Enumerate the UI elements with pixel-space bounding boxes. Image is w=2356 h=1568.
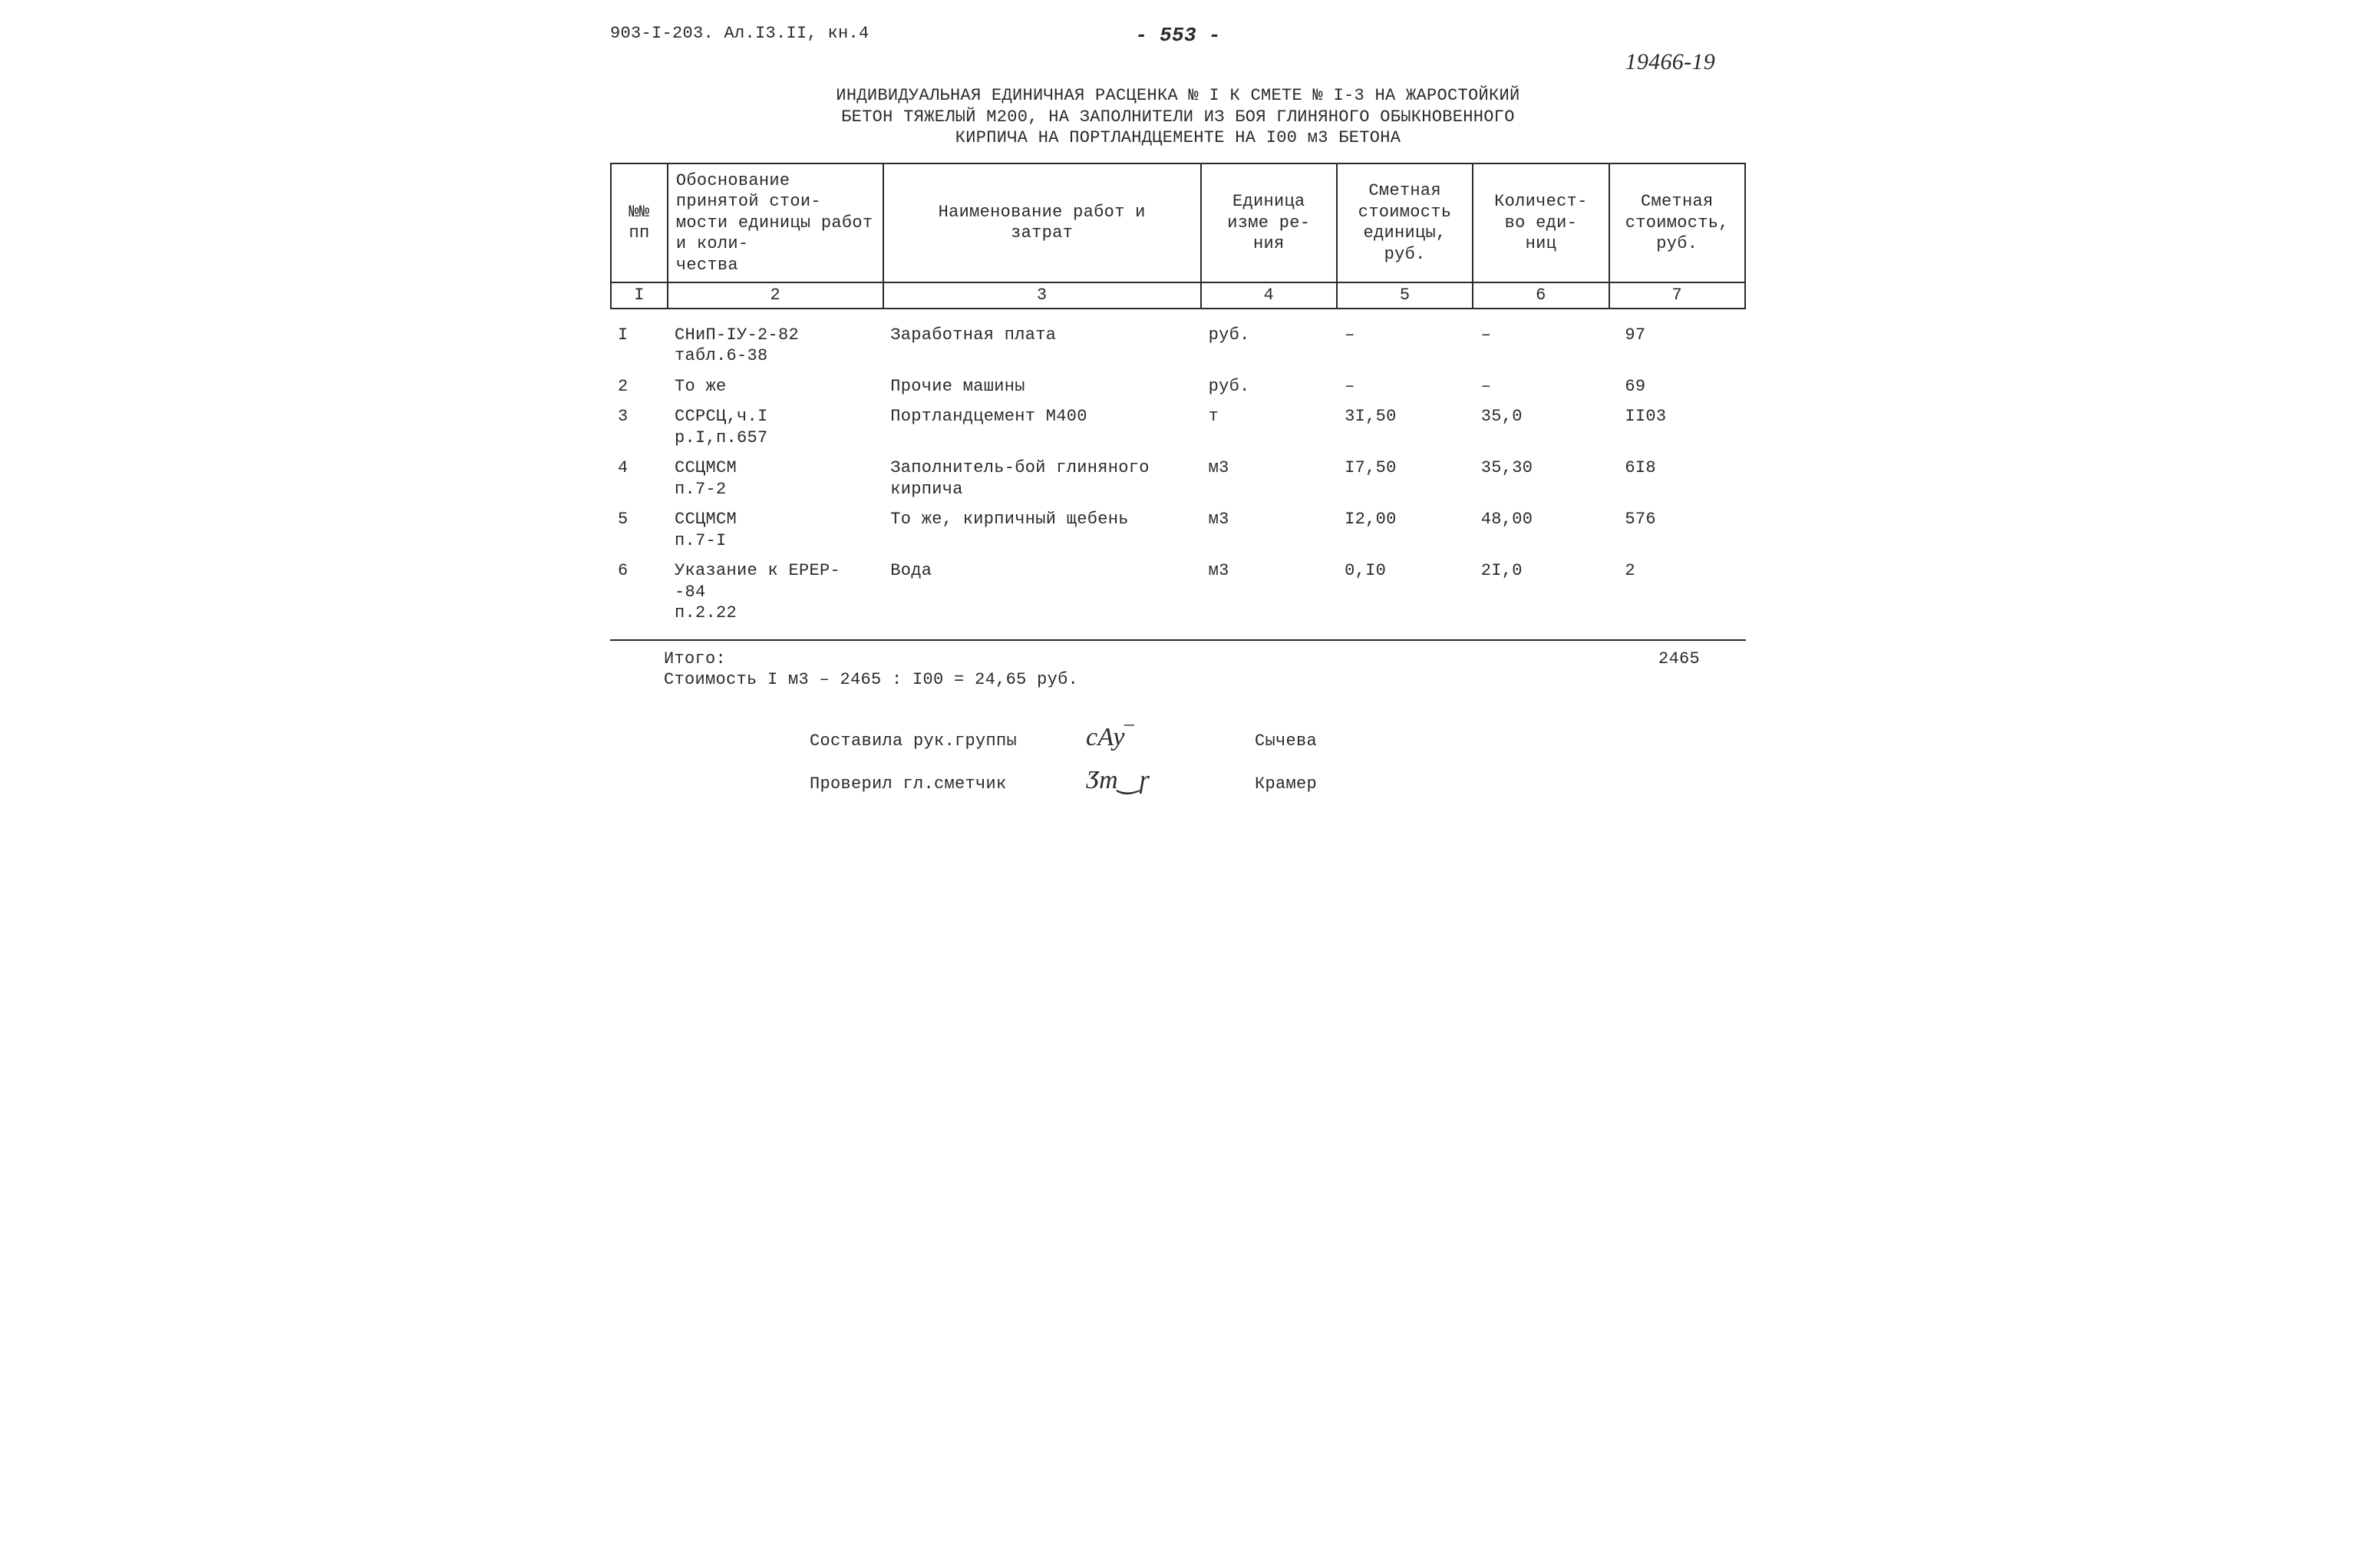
col-number: 4 (1201, 282, 1337, 309)
signature-mark: Ӡm‿ɼ (1086, 764, 1239, 797)
col-header: Количест- во еди- ниц (1473, 163, 1609, 283)
cell: ССЦМСМ п.7-I (667, 504, 883, 556)
data-table: IСНиП-IУ-2-82 табл.6-38Заработная платар… (610, 320, 1746, 629)
cell: руб. (1201, 371, 1338, 402)
totals-calc: Стоимость I м3 – 2465 : I00 = 24,65 руб. (664, 669, 1746, 691)
table-row: IСНиП-IУ-2-82 табл.6-38Заработная платар… (610, 320, 1746, 371)
cell: – (1337, 320, 1473, 371)
cell: Заполнитель-бой глиняного кирпича (883, 453, 1200, 504)
cell: м3 (1201, 453, 1338, 504)
header-line: 903-I-203. Ал.I3.II, кн.4 - 553 - . (610, 23, 1746, 45)
col-number: 2 (668, 282, 883, 309)
col-header: Сметная стоимость единицы, руб. (1337, 163, 1473, 283)
table-row: 4ССЦМСМ п.7-2Заполнитель-бой глиняного к… (610, 453, 1746, 504)
cell: 6I8 (1609, 453, 1746, 504)
signature-row: Составила рук.группы cАу‾ Сычева (810, 721, 1746, 754)
cell: 576 (1609, 504, 1746, 556)
col-header: Наименование работ и затрат (883, 163, 1201, 283)
divider (610, 639, 1746, 641)
signature-name: Сычева (1255, 731, 1746, 752)
cell: 6 (610, 556, 667, 629)
col-number: 3 (883, 282, 1201, 309)
table-header: №№ пп Обоснование принятой стои- мости е… (610, 163, 1746, 309)
col-number: I (611, 282, 668, 309)
doc-reference: 903-I-203. Ал.I3.II, кн.4 (610, 23, 869, 45)
col-header: Единица изме ре- ния (1201, 163, 1337, 283)
cell: 3 (610, 401, 667, 453)
cell: 2I,0 (1473, 556, 1610, 629)
cell: 5 (610, 504, 667, 556)
table-row: 6Указание к ЕРЕР- -84 п.2.22Водам30,I02I… (610, 556, 1746, 629)
cell: I (610, 320, 667, 371)
title-line: КИРПИЧА НА ПОРТЛАНДЦЕМЕНТЕ НА I00 м3 БЕТ… (756, 127, 1600, 149)
signature-row: Проверил гл.сметчик Ӡm‿ɼ Крамер (810, 764, 1746, 797)
cell: 48,00 (1473, 504, 1610, 556)
page-number: - 553 - (1135, 23, 1220, 48)
cell: ССЦМСМ п.7-2 (667, 453, 883, 504)
cell: – (1337, 371, 1473, 402)
cell: Вода (883, 556, 1200, 629)
cell: Указание к ЕРЕР- -84 п.2.22 (667, 556, 883, 629)
cell: Заработная плата (883, 320, 1200, 371)
cell: – (1473, 371, 1610, 402)
cell: руб. (1201, 320, 1338, 371)
document-page: 903-I-203. Ал.I3.II, кн.4 - 553 - . 1946… (572, 0, 1784, 854)
cell: 2 (1609, 556, 1746, 629)
cell: I7,50 (1337, 453, 1473, 504)
totals-block: Итого: 2465 Стоимость I м3 – 2465 : I00 … (664, 649, 1746, 691)
title-line: ИНДИВИДУАЛЬНАЯ ЕДИНИЧНАЯ РАСЦЕНКА № I К … (756, 85, 1600, 107)
handwritten-reference: 19466-19 (610, 48, 1715, 77)
cell: 2 (610, 371, 667, 402)
signature-role: Проверил гл.сметчик (810, 774, 1071, 795)
cell: 35,0 (1473, 401, 1610, 453)
signature-role: Составила рук.группы (810, 731, 1071, 752)
col-number: 7 (1609, 282, 1745, 309)
cell: м3 (1201, 504, 1338, 556)
cell: ССРСЦ,ч.I р.I,п.657 (667, 401, 883, 453)
cell: Портландцемент М400 (883, 401, 1200, 453)
col-number: 6 (1473, 282, 1609, 309)
signature-name: Крамер (1255, 774, 1746, 795)
table-row: 2То жеПрочие машиныруб.––69 (610, 371, 1746, 402)
signature-mark: cАу‾ (1086, 721, 1239, 754)
signatures: Составила рук.группы cАу‾ Сычева Провери… (810, 721, 1746, 797)
cell: I2,00 (1337, 504, 1473, 556)
col-header: Обоснование принятой стои- мости единицы… (668, 163, 883, 283)
cell: 4 (610, 453, 667, 504)
cell: 35,30 (1473, 453, 1610, 504)
title-line: БЕТОН ТЯЖЕЛЫЙ М200, НА ЗАПОЛНИТЕЛИ ИЗ БО… (756, 107, 1600, 128)
cell: 69 (1609, 371, 1746, 402)
cell: 0,I0 (1337, 556, 1473, 629)
cell: – (1473, 320, 1610, 371)
table-row: 5ССЦМСМ п.7-IТо же, кирпичный щебеньм3I2… (610, 504, 1746, 556)
cell: То же, кирпичный щебень (883, 504, 1200, 556)
document-title: ИНДИВИДУАЛЬНАЯ ЕДИНИЧНАЯ РАСЦЕНКА № I К … (756, 85, 1600, 149)
col-header: Сметная стоимость, руб. (1609, 163, 1745, 283)
cell: То же (667, 371, 883, 402)
cell: II03 (1609, 401, 1746, 453)
totals-value: 2465 (1658, 649, 1700, 670)
table-row: 3ССРСЦ,ч.I р.I,п.657Портландцемент М400т… (610, 401, 1746, 453)
cell: Прочие машины (883, 371, 1200, 402)
col-number: 5 (1337, 282, 1473, 309)
cell: СНиП-IУ-2-82 табл.6-38 (667, 320, 883, 371)
totals-label: Итого: (664, 649, 726, 670)
cell: т (1201, 401, 1338, 453)
cell: м3 (1201, 556, 1338, 629)
col-header: №№ пп (611, 163, 668, 283)
cell: 97 (1609, 320, 1746, 371)
cell: 3I,50 (1337, 401, 1473, 453)
